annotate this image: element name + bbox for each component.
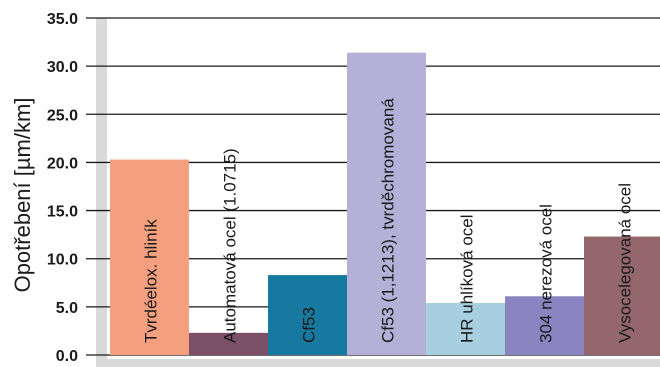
y-tick-label: 30.0 — [47, 59, 78, 76]
y-tick-label: 10.0 — [47, 252, 78, 269]
y-tick-label: 25.0 — [47, 107, 78, 124]
bar-label: HR uhlíková ocel — [458, 214, 477, 343]
bar — [426, 303, 505, 355]
bar-label: Cf53 (1,1213), tvrděchromovaná — [379, 98, 398, 343]
bar-label: Vysocelegovaná ocel — [616, 183, 635, 343]
bar-labels: Tvrdéelox. hliník Automatová ocel (1.0715… — [142, 98, 635, 343]
bar — [505, 296, 584, 355]
y-tick-label: 15.0 — [47, 204, 78, 221]
bar-label: Cf53 — [300, 307, 319, 343]
y-axis-label: Opotřebení [µm/km] — [10, 98, 35, 293]
y-tick-label: 0.0 — [56, 348, 78, 365]
bar-label: 304 nerezová ocel — [537, 204, 556, 343]
bar — [584, 236, 660, 355]
bar — [189, 332, 268, 355]
y-tick-label: 20.0 — [47, 155, 78, 172]
y-axis-ticks: 0.0 5.0 10.0 15.0 20.0 25.0 30.0 35.0 — [47, 11, 78, 365]
bar — [347, 52, 426, 356]
bars — [110, 52, 660, 356]
y-tick-label: 35.0 — [47, 11, 78, 28]
bar-label: Tvrdéelox. hliník — [142, 219, 161, 343]
bar-label: Automatová ocel (1.0715) — [221, 148, 240, 343]
bar — [110, 159, 189, 355]
y-tick-label: 5.0 — [56, 300, 78, 317]
bar — [268, 275, 347, 355]
